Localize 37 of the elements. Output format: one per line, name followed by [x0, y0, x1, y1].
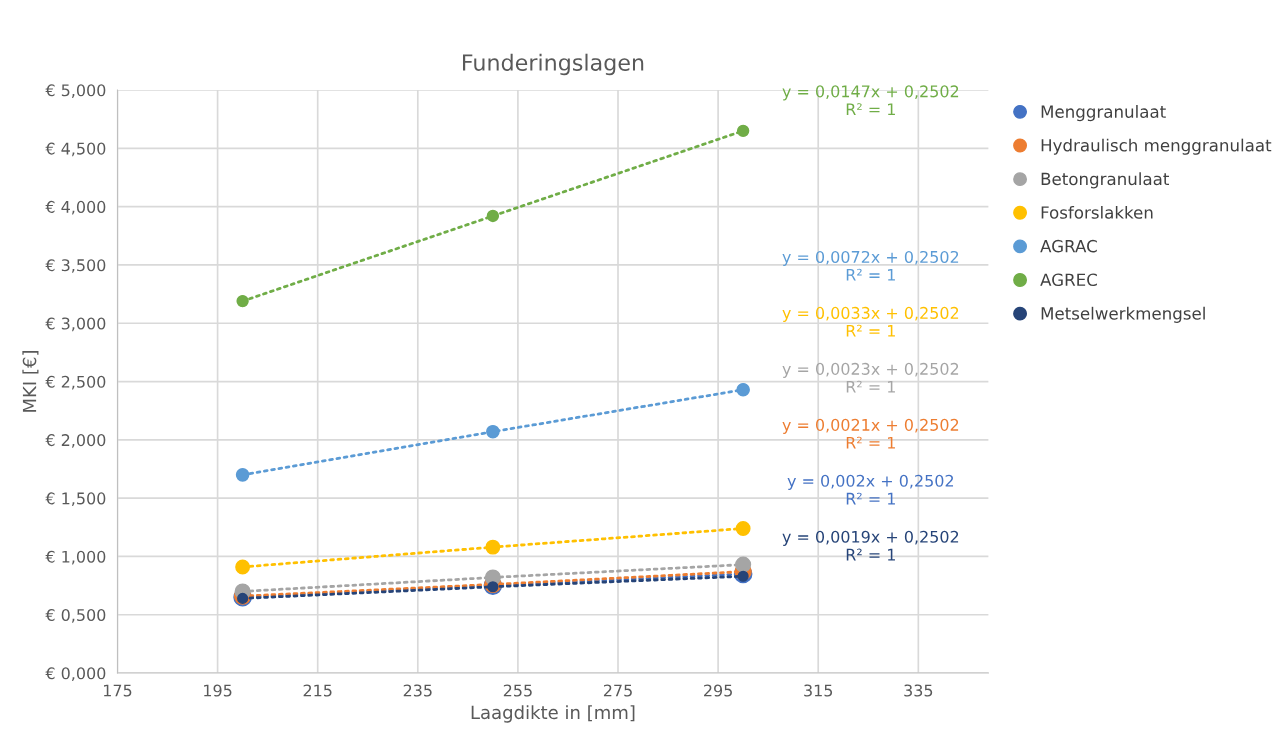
y-tick-label: € 4,000: [45, 200, 106, 215]
y-tick-label: € 1,000: [45, 550, 106, 565]
annotation: y = 0,0072x + 0,2502 R² = 1: [782, 250, 959, 281]
y-tick-label: € 0,500: [45, 608, 106, 623]
x-tick-label: 175: [103, 684, 132, 697]
y-tick-label: € 2,000: [45, 434, 106, 448]
annotation: y = 0,0021x + 0,2502 R² = 1: [782, 418, 959, 449]
x-tick-label: 315: [804, 684, 833, 697]
x-tick-label: 295: [704, 684, 732, 697]
x-axis-title: Laagdikte in [mm]: [471, 705, 635, 723]
y-tick-label: € 1,500: [45, 492, 106, 507]
chart-title: Funderingslagen: [463, 53, 644, 76]
legend-label: AGRAC: [1040, 239, 1097, 253]
x-tick-label: 275: [603, 684, 632, 697]
legend-label: AGREC: [1040, 273, 1097, 287]
y-tick-label: € 2,500: [45, 375, 106, 390]
x-tick-label: 255: [503, 684, 532, 697]
y-tick-label: € 4,500: [45, 142, 106, 157]
annotation: y = 0,0019x + 0,2502 R² = 1: [782, 530, 959, 561]
x-tick-label: 215: [303, 684, 332, 697]
legend-label: Menggranulaat: [1041, 105, 1166, 122]
legend-label: Fosforslakken: [1041, 205, 1153, 219]
y-tick-label: € 3,000: [45, 317, 106, 332]
legend-label: Betongranulaat: [1041, 172, 1170, 189]
x-tick-label: 335: [904, 684, 933, 697]
y-tick-label: € 3,500: [45, 259, 106, 273]
x-tick-label: 235: [403, 684, 432, 697]
y-tick-label: € 5,000: [45, 84, 106, 98]
annotation: y = 0,002x + 0,2502 R² = 1: [787, 474, 954, 505]
legend-label: Hydraulisch menggranulaat: [1041, 138, 1272, 155]
annotation: y = 0,0033x + 0,2502 R² = 1: [782, 306, 959, 337]
y-tick-label: € 0,000: [45, 667, 106, 681]
legend-label: Metselwerkmengsel: [1041, 306, 1205, 323]
x-tick-label: 195: [204, 684, 232, 697]
y-axis-title: MKI [€]: [22, 351, 39, 412]
annotation: y = 0,0147x + 0,2502 R² = 1: [782, 85, 959, 116]
annotation: y = 0,0023x + 0,2502 R² = 1: [782, 362, 959, 393]
